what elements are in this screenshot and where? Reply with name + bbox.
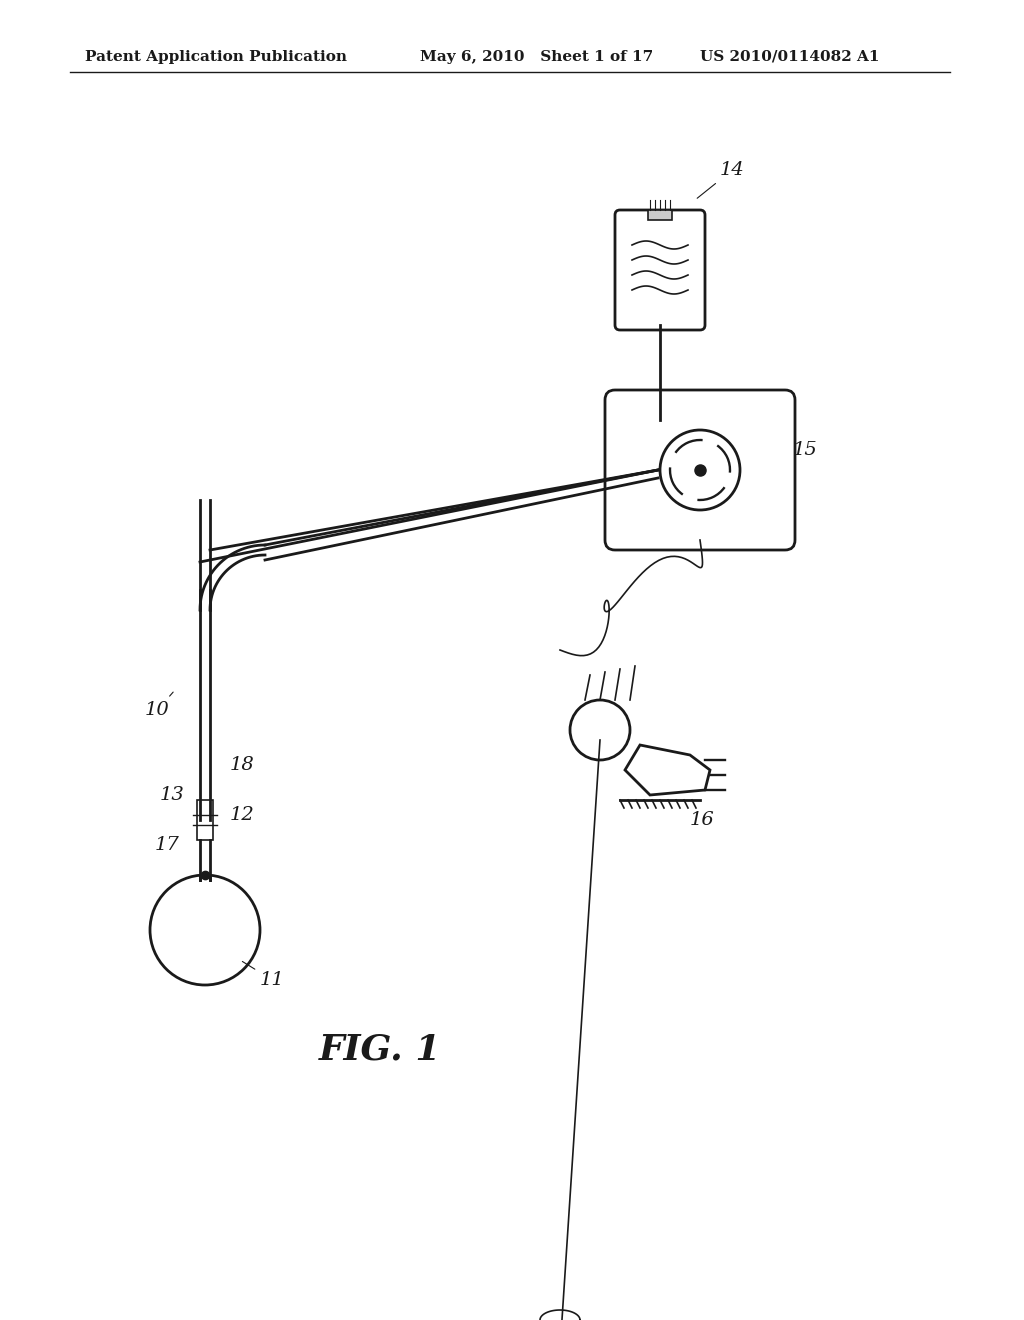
FancyBboxPatch shape: [605, 389, 795, 550]
Text: 10: 10: [145, 692, 173, 719]
Text: 14: 14: [697, 161, 744, 198]
Polygon shape: [625, 744, 710, 795]
Text: 18: 18: [230, 756, 255, 774]
Text: US 2010/0114082 A1: US 2010/0114082 A1: [700, 50, 880, 63]
Text: 15: 15: [793, 441, 818, 459]
Circle shape: [570, 700, 630, 760]
Text: 11: 11: [243, 961, 285, 989]
Text: 13: 13: [160, 785, 184, 804]
Text: May 6, 2010   Sheet 1 of 17: May 6, 2010 Sheet 1 of 17: [420, 50, 653, 63]
FancyBboxPatch shape: [615, 210, 705, 330]
Circle shape: [660, 430, 740, 510]
Bar: [197, 800, 213, 840]
Text: 17: 17: [155, 836, 180, 854]
Text: 12: 12: [230, 807, 255, 824]
Text: Patent Application Publication: Patent Application Publication: [85, 50, 347, 63]
FancyBboxPatch shape: [648, 210, 672, 220]
Circle shape: [150, 875, 260, 985]
Text: 16: 16: [690, 810, 715, 829]
Text: FIG. 1: FIG. 1: [318, 1034, 441, 1067]
